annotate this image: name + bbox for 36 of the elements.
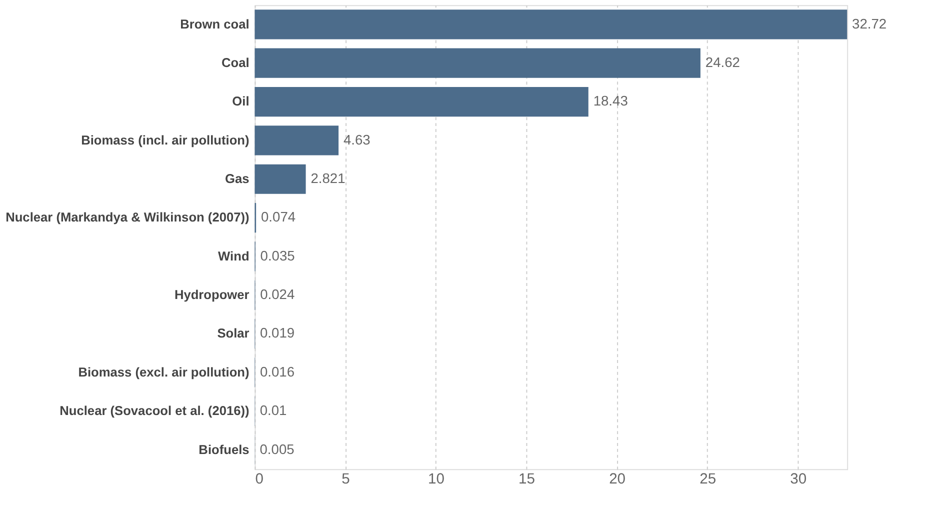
- y-tick-label: Nuclear (Markandya & Wilkinson (2007)): [6, 210, 250, 225]
- y-tick-label: Nuclear (Sovacool et al. (2016)): [60, 403, 250, 418]
- x-tick-label: 15: [518, 471, 536, 488]
- data-label: 0.074: [260, 208, 296, 225]
- bar: [254, 86, 588, 117]
- y-tick-label: Gas: [225, 171, 250, 186]
- y-tick-label: Wind: [218, 248, 250, 264]
- data-label: 2.821: [310, 170, 346, 186]
- x-tick-label: 25: [700, 471, 716, 488]
- x-tick-label: 10: [428, 471, 444, 488]
- x-tick-label: 0: [255, 471, 264, 488]
- y-tick-label: Biomass (excl. air pollution): [78, 364, 250, 380]
- y-tick-label: Biomass (incl. air pollution): [81, 132, 250, 148]
- data-label: 0.024: [260, 286, 295, 302]
- y-tick-label: Brown coal: [180, 16, 250, 32]
- bar: [254, 48, 700, 78]
- y-tick-label: Solar: [217, 326, 250, 341]
- data-label: 0.016: [260, 363, 295, 380]
- data-label: 0.035: [260, 247, 296, 264]
- x-tick-label: 20: [609, 471, 626, 488]
- data-label: 4.63: [343, 131, 371, 148]
- y-tick-label: Hydropower: [174, 287, 250, 302]
- data-label: 32.72: [852, 15, 887, 32]
- data-label: 0.005: [260, 440, 295, 457]
- data-label: 24.62: [705, 54, 740, 70]
- bar: [254, 164, 306, 194]
- x-tick-label: 30: [790, 471, 807, 488]
- bar: [254, 10, 848, 40]
- bar: [254, 126, 339, 156]
- x-tick-label: 5: [342, 471, 350, 488]
- y-tick-label: Biofuels: [198, 442, 250, 457]
- data-label: 0.019: [260, 324, 295, 341]
- y-tick-label: Coal: [221, 55, 250, 70]
- data-label: 0.01: [260, 402, 287, 418]
- data-label: 18.43: [593, 92, 628, 109]
- y-tick-label: Oil: [232, 94, 250, 109]
